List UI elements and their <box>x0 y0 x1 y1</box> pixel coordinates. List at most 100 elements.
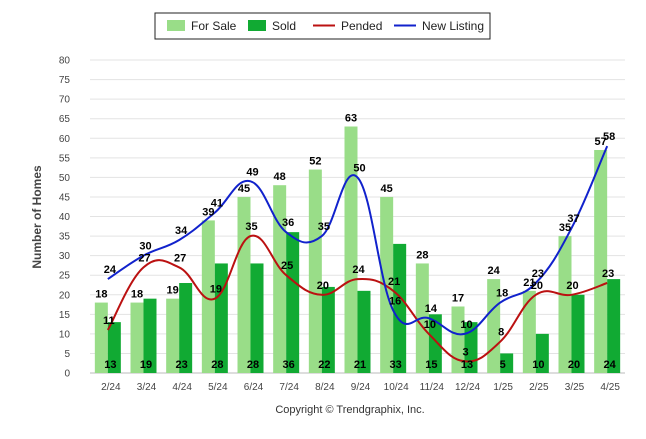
legend-label-for-sale: For Sale <box>191 19 237 33</box>
legend-label-new-listing: New Listing <box>422 19 484 33</box>
y-tick-label: 25 <box>59 271 71 282</box>
y-tick-label: 70 <box>59 95 71 106</box>
data-label-new-listing: 18 <box>496 288 508 300</box>
data-label-for-sale: 28 <box>416 249 428 261</box>
bar-sold <box>321 286 335 373</box>
bar-for-sale <box>344 126 358 373</box>
data-label-sold: 24 <box>604 359 617 371</box>
data-label-pended: 11 <box>103 315 115 327</box>
data-label-sold: 28 <box>247 359 259 371</box>
data-label-new-listing: 10 <box>460 319 472 331</box>
x-tick-label: 11/24 <box>420 382 445 393</box>
bar-for-sale <box>201 220 215 373</box>
x-tick-label: 7/24 <box>279 382 299 393</box>
data-label-new-listing: 35 <box>318 221 330 233</box>
data-label-for-sale: 45 <box>381 183 393 195</box>
data-label-for-sale: 17 <box>452 292 464 304</box>
x-tick-label: 3/24 <box>137 382 157 393</box>
y-tick-label: 65 <box>59 114 71 125</box>
data-label-sold: 5 <box>500 359 506 371</box>
data-label-sold: 23 <box>176 359 188 371</box>
data-label-for-sale: 45 <box>238 183 250 195</box>
bar-sold <box>500 353 514 373</box>
bar-sold <box>286 232 300 373</box>
data-label-pended: 20 <box>531 280 543 292</box>
bar-for-sale <box>558 236 572 373</box>
data-label-new-listing: 23 <box>532 268 544 280</box>
data-label-new-listing: 37 <box>567 213 579 225</box>
copyright-text: Copyright © Trendgraphix, Inc. <box>275 404 424 416</box>
data-label-for-sale: 18 <box>131 289 143 301</box>
x-tick-label: 3/25 <box>565 382 585 393</box>
data-label-pended: 27 <box>138 252 150 264</box>
data-label-sold: 19 <box>140 359 152 371</box>
data-label-pended: 20 <box>317 280 329 292</box>
data-label-sold: 36 <box>283 359 295 371</box>
y-tick-label: 45 <box>59 192 71 203</box>
y-tick-label: 10 <box>59 329 71 340</box>
bar-sold <box>250 263 264 373</box>
data-label-pended: 23 <box>602 268 614 280</box>
bar-sold <box>571 294 585 373</box>
x-tick-label: 5/24 <box>208 382 228 393</box>
bar-sold <box>143 298 157 373</box>
bar-sold <box>428 314 442 373</box>
data-label-new-listing: 41 <box>211 198 223 210</box>
data-label-for-sale: 18 <box>95 289 107 301</box>
bar-for-sale <box>273 185 287 373</box>
data-label-new-listing: 58 <box>603 131 615 143</box>
data-label-for-sale: 48 <box>274 171 286 183</box>
data-label-pended: 8 <box>498 327 504 339</box>
data-label-for-sale: 35 <box>559 222 571 234</box>
y-tick-label: 15 <box>59 310 71 321</box>
data-label-sold: 28 <box>211 359 223 371</box>
data-label-new-listing: 16 <box>389 295 401 307</box>
legend-label-sold: Sold <box>272 19 296 33</box>
data-label-sold: 13 <box>104 359 116 371</box>
data-label-for-sale: 39 <box>202 206 214 218</box>
x-tick-label: 10/24 <box>384 382 409 393</box>
x-tick-label: 4/25 <box>600 382 620 393</box>
data-label-new-listing: 49 <box>246 166 258 178</box>
bar-sold <box>107 322 121 373</box>
bar-for-sale <box>380 196 394 373</box>
y-axis-title: Number of Homes <box>30 165 44 269</box>
data-label-pended: 35 <box>245 221 257 233</box>
bar-sold <box>607 279 621 373</box>
y-tick-label: 75 <box>59 75 71 86</box>
bar-for-sale <box>451 306 465 373</box>
data-label-sold: 33 <box>390 359 402 371</box>
data-label-sold: 20 <box>568 359 580 371</box>
bar-for-sale <box>237 196 251 373</box>
data-label-new-listing: 14 <box>425 303 438 315</box>
bar-sold <box>179 283 193 373</box>
bar-for-sale <box>94 302 108 373</box>
x-tick-label: 9/24 <box>351 382 371 393</box>
data-label-pended: 19 <box>210 284 222 296</box>
y-tick-label: 20 <box>59 290 71 301</box>
legend-label-pended: Pended <box>341 19 382 33</box>
data-label-sold: 10 <box>532 359 544 371</box>
data-label-for-sale: 24 <box>488 265 501 277</box>
data-label-new-listing: 30 <box>139 241 151 253</box>
data-label-new-listing: 50 <box>353 162 365 174</box>
data-label-pended: 24 <box>352 264 365 276</box>
x-tick-label: 12/24 <box>455 382 480 393</box>
data-label-for-sale: 57 <box>595 136 607 148</box>
data-label-new-listing: 36 <box>282 217 294 229</box>
bar-sold <box>357 290 371 373</box>
data-label-sold: 15 <box>425 359 437 371</box>
y-tick-label: 40 <box>59 212 71 223</box>
y-tick-label: 35 <box>59 232 71 243</box>
data-label-for-sale: 52 <box>309 156 321 168</box>
bar-sold <box>535 333 549 373</box>
data-label-sold: 22 <box>318 359 330 371</box>
x-tick-label: 1/25 <box>493 382 513 393</box>
data-label-for-sale: 21 <box>523 277 535 289</box>
line-pended <box>106 234 608 363</box>
data-label-pended: 27 <box>174 252 186 264</box>
data-label-sold: 21 <box>354 359 366 371</box>
line-new-listing <box>107 145 609 336</box>
bar-for-sale <box>522 290 536 373</box>
